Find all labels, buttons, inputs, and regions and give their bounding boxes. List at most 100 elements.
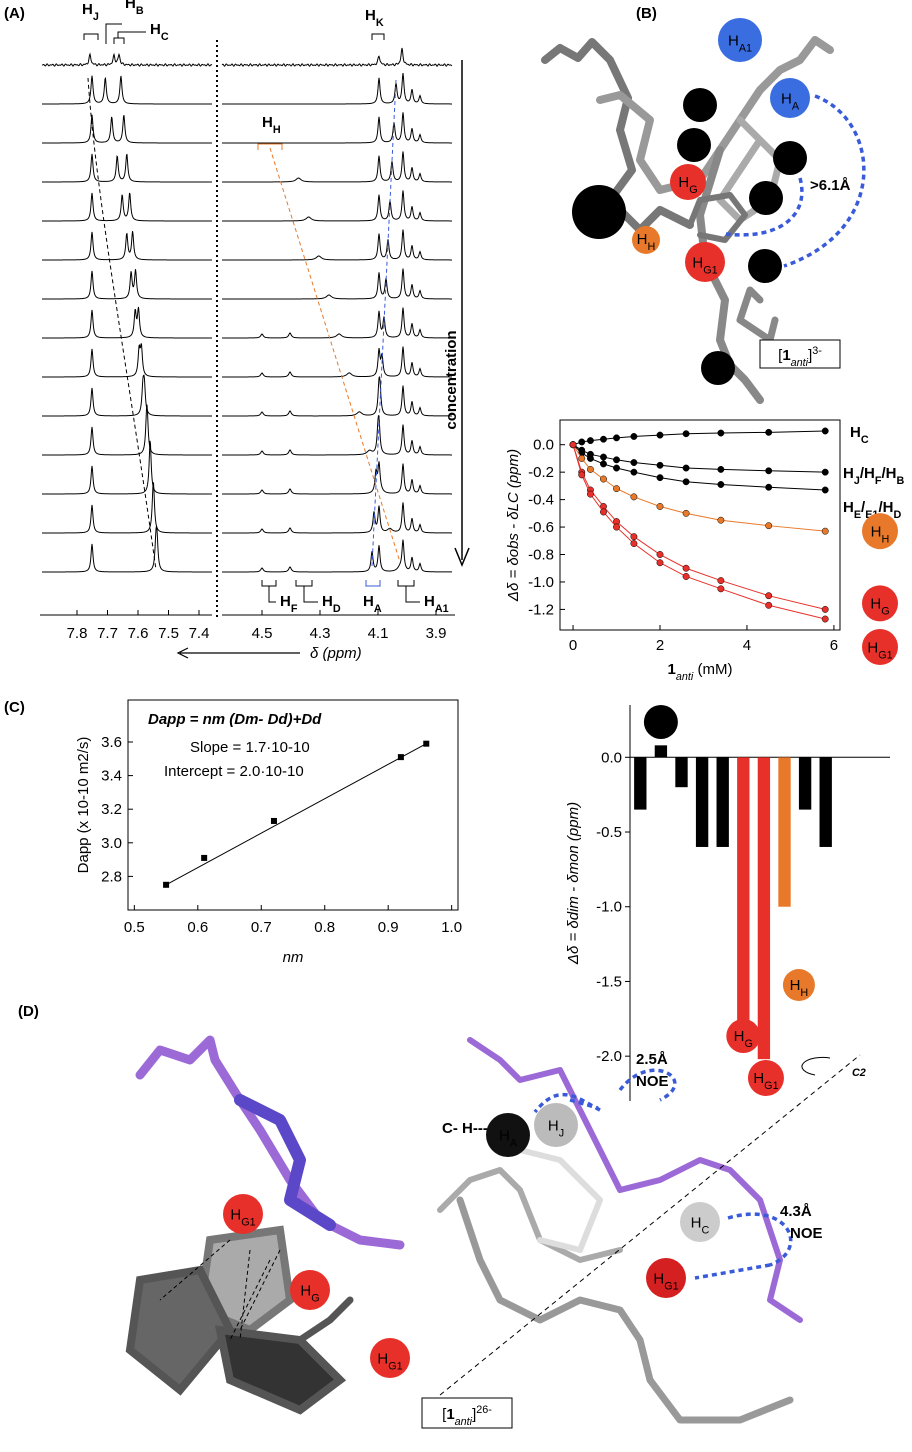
atom-label-ball (486, 1113, 530, 1157)
spectrum-trace (222, 190, 452, 222)
arrow (176, 647, 300, 659)
y-tick-label: -2.0 (596, 1048, 622, 1065)
atom-label-ball (290, 1270, 330, 1310)
data-point (765, 483, 773, 491)
atom-label: HG (300, 1282, 319, 1304)
data-point (821, 486, 829, 494)
spectrum-trace (221, 47, 453, 67)
data-point (613, 434, 620, 442)
atom-label: HD (685, 137, 704, 159)
data-point (765, 467, 773, 475)
atom-label-ball (223, 1194, 263, 1234)
y-tick-label: -1.0 (596, 899, 622, 916)
contact (159, 1239, 281, 1341)
noe-label: 4.3Å (780, 1203, 812, 1220)
y-tick-label: -0.5 (596, 824, 622, 841)
atom-label: HB (691, 97, 709, 119)
x-tick-label: 2 (656, 637, 664, 654)
distance-label: >6.1Å (810, 177, 851, 194)
atom-label: HJ (757, 258, 773, 280)
series-label-ball (862, 513, 898, 550)
y-tick-label: -0.6 (528, 519, 554, 536)
y-tick-label: 3.2 (101, 801, 122, 818)
bond (467, 1037, 803, 1323)
data-point (613, 456, 620, 464)
data-point (613, 523, 620, 531)
panel-label: (B) (636, 5, 657, 22)
x-tick-label: 0.5 (124, 919, 145, 936)
data-point (656, 461, 664, 469)
data-point (578, 438, 586, 446)
data-point (682, 564, 690, 572)
y-axis-label: Dapp (x 10-10 m2/s) (75, 737, 92, 874)
data-point (630, 533, 638, 541)
noe-label: NOE (790, 1225, 823, 1242)
noe-arrow (533, 1068, 677, 1114)
bond (517, 1147, 603, 1253)
data-point (765, 522, 773, 530)
data-point (613, 485, 620, 493)
y-tick-label: 0.0 (601, 749, 622, 766)
data-point (717, 516, 725, 524)
data-point (600, 460, 607, 468)
distance-arrow (725, 177, 804, 237)
atom-label-ball (677, 128, 711, 162)
bond (296, 1296, 354, 1344)
y-tick-label: -1.5 (596, 973, 622, 990)
series-label: HG (870, 596, 889, 618)
atom-label-ball (683, 88, 717, 122)
x-tick-label: 0.9 (378, 919, 399, 936)
data-point (821, 605, 829, 613)
atom-label-ball (572, 185, 626, 239)
atom-label: HA (781, 90, 800, 112)
spectrum-trace (41, 52, 213, 67)
data-point (717, 585, 725, 593)
atom-label-ball (632, 226, 660, 254)
spectrum-trace (42, 482, 212, 534)
data-point (821, 468, 829, 476)
y-axis-label: Δδ = δdim - δmon (ppm) (565, 802, 582, 965)
spectrum-trace (41, 306, 212, 339)
series-label: HH (871, 523, 890, 545)
spectrum-trace (222, 112, 452, 144)
bar (757, 757, 771, 1060)
data-point (765, 601, 773, 609)
rotation-arrow (801, 1056, 831, 1076)
bond (687, 192, 748, 243)
spectrum-trace (222, 151, 452, 183)
spectrum-trace (42, 231, 212, 261)
caption: [1anti]3- (778, 345, 822, 369)
atom-label: HC (691, 1214, 710, 1236)
arrow (454, 60, 470, 567)
series-label: HJ/HF/HB (843, 465, 905, 487)
atom-label-ball (670, 164, 706, 200)
atom-label: HF (757, 190, 775, 212)
spectrum-trace (222, 229, 452, 261)
series-line (572, 444, 826, 473)
y-tick-label: -0.4 (528, 492, 554, 509)
atom-label: HG1 (230, 1206, 255, 1228)
data-point (821, 615, 829, 623)
atom-label-ball (770, 78, 810, 118)
x-tick-label: 7.4 (189, 625, 210, 642)
distance-arrow (783, 94, 866, 268)
data-point (821, 427, 829, 435)
x-axis-label: δ (ppm) (310, 645, 362, 662)
bar (778, 757, 791, 907)
peak-label: HB (125, 0, 144, 17)
panel-label: (C) (4, 699, 25, 716)
atom-label-ball (685, 242, 725, 282)
series-label-ball (862, 629, 898, 666)
spectrum-trace (221, 376, 452, 417)
atom-label-ball (773, 141, 807, 175)
data-point (600, 508, 607, 516)
y-tick-label: -1.2 (528, 601, 554, 618)
plot-frame (559, 419, 841, 631)
data-point (201, 854, 208, 861)
data-point (423, 740, 430, 747)
atom-label: HA (499, 1127, 518, 1149)
atom-label: HG1 (377, 1350, 402, 1372)
spectrum-trace (222, 461, 452, 495)
x-tick-label: 0.7 (251, 919, 272, 936)
x-tick-label: 7.8 (67, 625, 88, 642)
